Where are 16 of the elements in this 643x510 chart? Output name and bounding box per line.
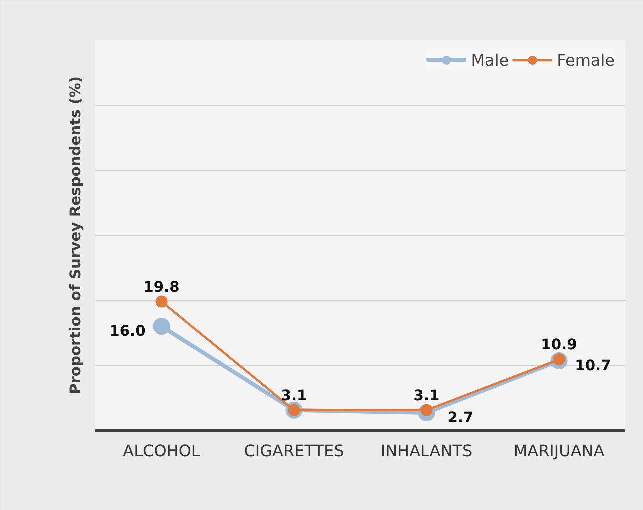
x-tick-label: ALCOHOL xyxy=(123,442,200,460)
data-label: 10.7 xyxy=(575,357,612,374)
point xyxy=(156,296,168,308)
y-axis-title: Proportion of Survey Respondents (%) xyxy=(68,76,84,395)
data-label: 16.0 xyxy=(110,323,146,340)
data-label: 3.1 xyxy=(414,387,440,404)
data-label: 3.1 xyxy=(281,387,308,404)
legend-label: Female xyxy=(557,50,615,70)
legend-label: Male xyxy=(471,50,510,70)
data-label: 19.8 xyxy=(144,278,180,296)
x-tick-label: INHALANTS xyxy=(380,442,473,460)
data-label: 10.9 xyxy=(541,336,578,354)
x-tick-label: CIGARETTES xyxy=(244,442,344,460)
x-tick-label: MARIJUANA xyxy=(514,442,605,460)
point xyxy=(153,318,170,335)
data-label: 2.7 xyxy=(448,409,474,426)
